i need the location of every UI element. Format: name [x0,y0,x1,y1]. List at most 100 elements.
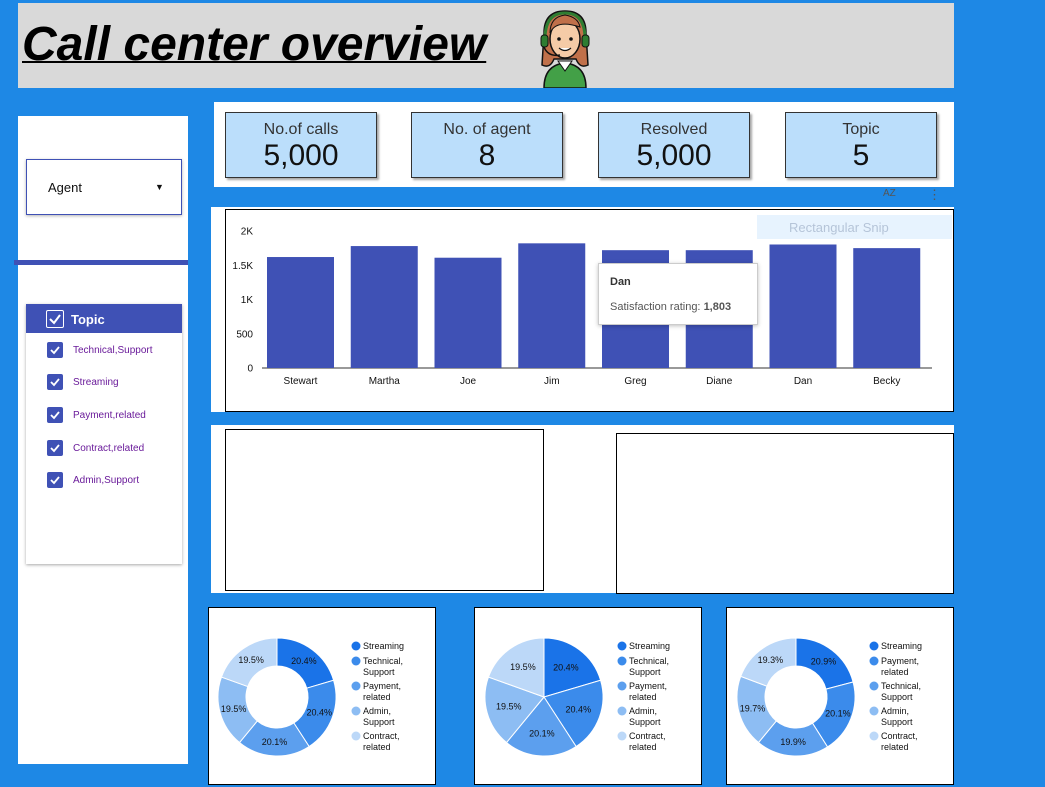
slice-label: 19.5% [496,702,522,712]
check-icon [50,378,60,387]
check-icon [50,411,60,420]
pie-slice[interactable] [220,637,278,688]
bar-jim[interactable] [518,243,586,368]
page-title: Call center overview [22,18,487,71]
y-tick-label: 1.5K [232,261,253,272]
bar-stewart[interactable] [267,257,334,368]
agent-dropdown-label: Agent [48,180,82,195]
kpi-label: Topic [842,121,880,138]
slice-label: 20.4% [566,705,592,715]
check-icon [50,444,60,453]
line-chart-1-panel [225,429,544,591]
tooltip-metric: Satisfaction rating: [610,301,701,313]
legend-label: related [881,667,909,677]
bar-joe[interactable] [434,257,502,368]
legend-dot [351,706,361,716]
pie-slice[interactable] [543,637,602,698]
legend-label: Payment, [363,681,401,691]
check-icon [50,476,60,485]
legend-label: Support [881,692,913,702]
legend-label: Admin, [881,706,909,716]
legend-dot [617,641,627,651]
topic-item-label: Streaming [73,377,119,388]
agent-dropdown[interactable]: Agent ▼ [26,159,182,215]
pie-chart-2: 20.4% 20.4% 20.1% 19.5% 19.5% Streaming Techni… [484,637,670,757]
slice-label: 20.1% [529,729,555,739]
topic-filter-header[interactable]: Topic [26,304,182,333]
legend-dot [617,656,627,666]
topic-item-label: Admin,Support [73,475,140,486]
snip-overlay: Rectangular Snip [757,215,952,239]
x-tick-label: Dan [794,376,812,387]
checkbox-contract-related[interactable] [47,440,63,456]
slice-label: 19.3% [758,655,784,665]
legend-dot [351,641,361,651]
legend-label: related [881,742,909,752]
y-tick-label: 0 [247,364,253,375]
pie-slice[interactable] [740,637,797,687]
slice-label: 19.5% [510,662,536,672]
legend-label: Support [881,717,913,727]
kpi-value: 5 [852,139,870,172]
agent-avatar-icon [540,10,590,88]
topic-item-label: Payment,related [73,410,146,421]
kpi-label: No.of calls [263,121,339,138]
legend-label: Support [629,717,661,727]
legend-label: Payment, [881,656,919,666]
x-tick-label: Martha [369,376,401,387]
legend-dot [869,656,879,666]
sort-button[interactable]: AZ [883,188,896,199]
legend-label: Technical, [881,681,921,691]
slice-label: 20.1% [825,709,851,719]
slice-label: 19.5% [221,704,247,714]
legend-dot [617,731,627,741]
more-vert-icon[interactable]: ⋮ [928,187,941,202]
legend-dot [869,681,879,691]
slice-label: 20.4% [306,708,332,718]
caret-down-icon: ▼ [155,182,164,192]
legend-label: Streaming [363,641,404,651]
pie-slice[interactable] [487,637,545,698]
checkbox-payment-related[interactable] [47,407,63,423]
slice-label: 19.9% [780,737,806,747]
checkbox-admin-support[interactable] [47,472,63,488]
slice-label: 20.4% [553,663,579,673]
legend-label: Contract, [881,731,918,741]
x-tick-label: Stewart [284,376,318,387]
bar-martha[interactable] [350,246,418,368]
slice-label: 19.7% [740,704,766,714]
kpi-value: 5,000 [263,139,339,172]
x-tick-label: Becky [873,376,900,387]
legend-dot [351,731,361,741]
kpi-label: No. of agent [443,121,531,138]
legend-label: Support [363,667,395,677]
topic-item-label: Contract,related [73,443,145,454]
select-all-checkbox[interactable] [46,310,64,328]
legend-label: Support [629,667,661,677]
pie-slice[interactable] [543,679,604,748]
legend-label: Technical, [629,656,669,666]
kpi-card-topic: Topic 5 [785,112,937,178]
bar-becky[interactable] [853,248,921,368]
bar-dan[interactable] [769,244,837,368]
header-banner: Call center overview [18,3,954,88]
legend-label: Payment, [629,681,667,691]
x-tick-label: Diane [706,376,733,387]
pie-slice[interactable] [484,676,545,744]
divider [14,260,188,265]
kpi-card-agents: No. of agent 8 [411,112,563,178]
bar-tooltip: Dan Satisfaction rating: 1,803 [598,263,758,325]
legend-label: Contract, [363,731,400,741]
check-icon [49,314,61,325]
pie-chart-3: 20.9% 20.1% 19.9% 19.7% 19.3% Streaming Paymen… [736,637,922,757]
legend-dot [869,731,879,741]
slice-label: 19.5% [238,655,264,665]
legend-label: Admin, [629,706,657,716]
checkbox-technical-support[interactable] [47,342,63,358]
check-icon [50,346,60,355]
legend-label: related [629,742,657,752]
tooltip-value: 1,803 [703,301,732,313]
pie-slice[interactable] [505,696,577,757]
checkbox-streaming[interactable] [47,374,63,390]
tooltip-title: Dan [610,276,631,288]
